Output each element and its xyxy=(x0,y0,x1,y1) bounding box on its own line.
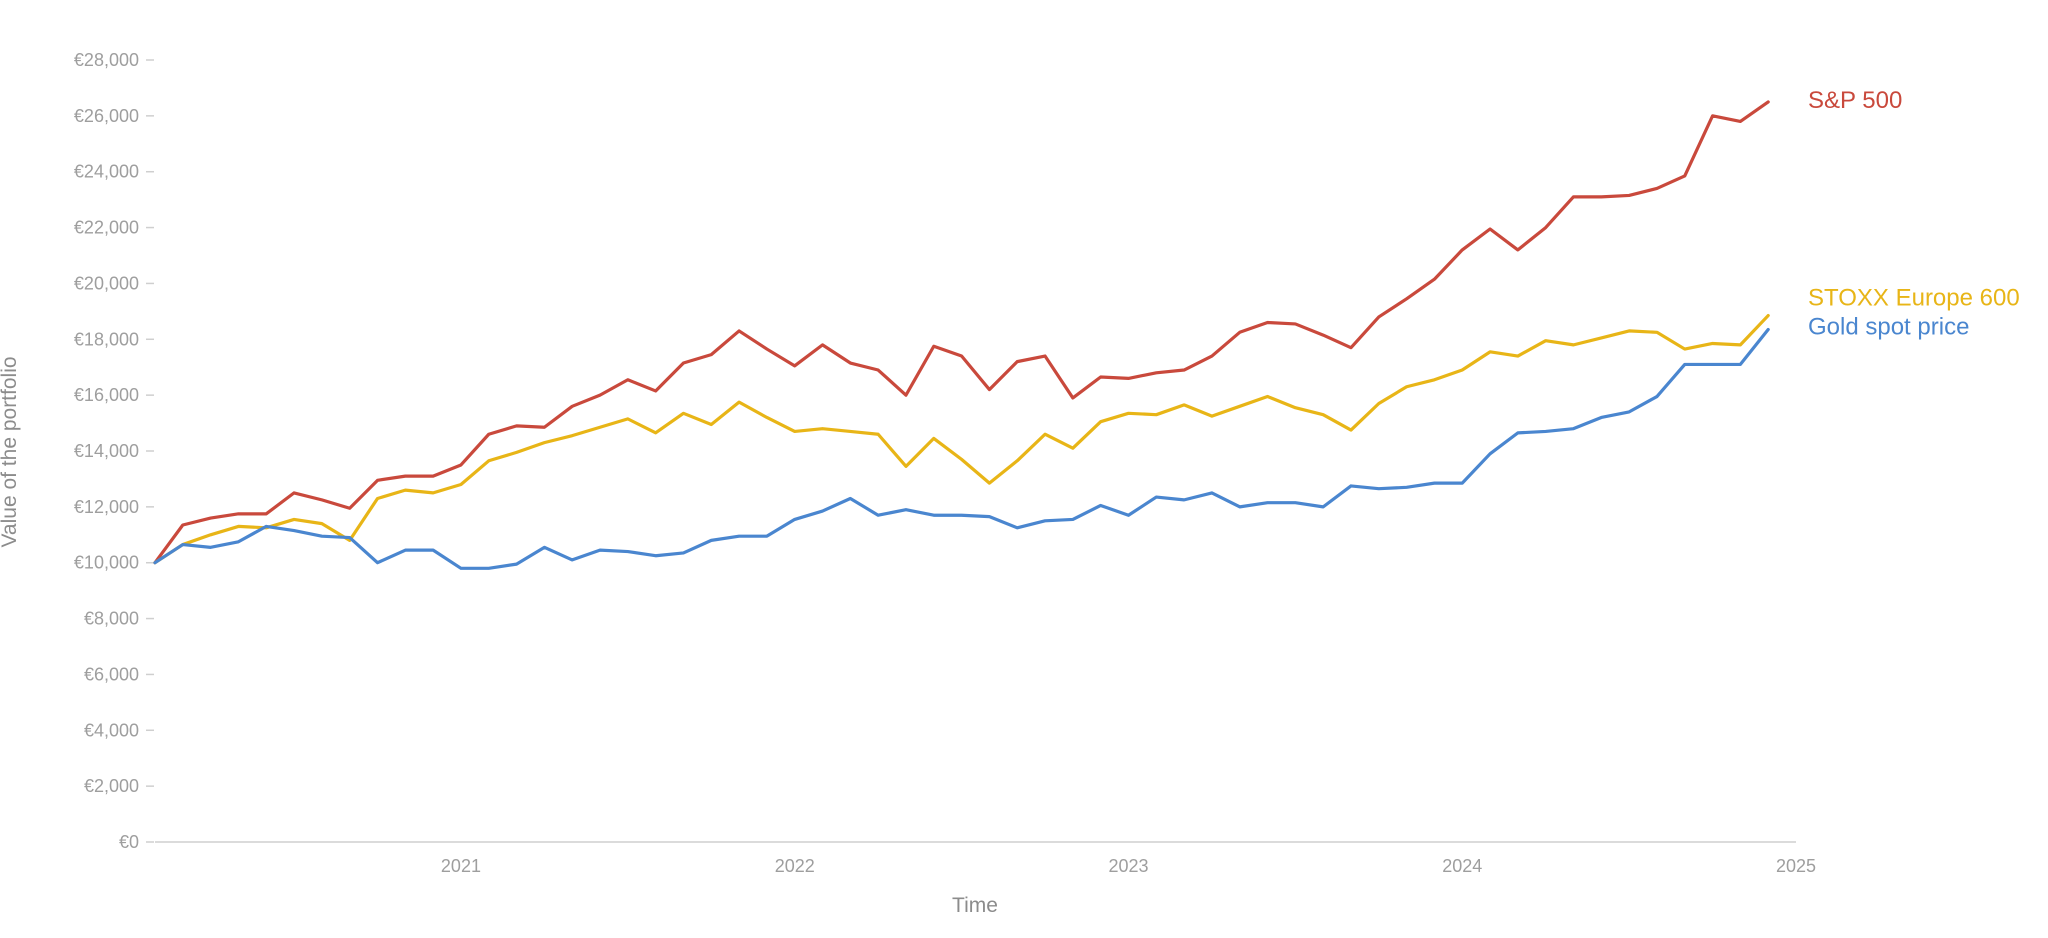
x-tick-label: 2022 xyxy=(775,856,815,876)
y-axis: €0 €2,000 €4,000 €6,000 €8,000 €10,000 €12,000… xyxy=(74,50,154,852)
series-label-2: Gold spot price xyxy=(1808,314,1969,341)
y-tick-label: €12,000 xyxy=(74,497,139,517)
y-tick-label: €10,000 xyxy=(74,553,139,573)
series-line-2 xyxy=(153,327,1770,570)
x-tick-label: 2021 xyxy=(441,856,481,876)
series-line-1 xyxy=(153,313,1770,565)
series-label-0: S&P 500 xyxy=(1808,87,1902,114)
series-line-0 xyxy=(153,100,1770,565)
y-tick-label: €6,000 xyxy=(84,664,139,684)
series-lines xyxy=(153,100,1770,570)
x-tick-label: 2024 xyxy=(1442,856,1482,876)
y-tick-label: €22,000 xyxy=(74,218,139,238)
y-tick-label: €26,000 xyxy=(74,106,139,126)
x-axis-title: Time xyxy=(952,894,998,917)
y-tick-label: €2,000 xyxy=(84,776,139,796)
y-tick-label: €0 xyxy=(119,832,139,852)
y-tick-label: €20,000 xyxy=(74,273,139,293)
y-tick-label: €16,000 xyxy=(74,385,139,405)
x-tick-label: 2023 xyxy=(1108,856,1148,876)
x-axis: 2021 2022 2023 2024 2025 xyxy=(441,856,1816,876)
series-label-1: STOXX Europe 600 xyxy=(1808,285,2020,312)
x-tick-label: 2025 xyxy=(1776,856,1816,876)
y-tick-label: €14,000 xyxy=(74,441,139,461)
y-axis-title: Value of the portfolio xyxy=(0,356,21,547)
y-tick-label: €4,000 xyxy=(84,720,139,740)
y-tick-label: €24,000 xyxy=(74,162,139,182)
y-tick-label: €18,000 xyxy=(74,329,139,349)
y-tick-label: €28,000 xyxy=(74,50,139,70)
y-tick-label: €8,000 xyxy=(84,609,139,629)
